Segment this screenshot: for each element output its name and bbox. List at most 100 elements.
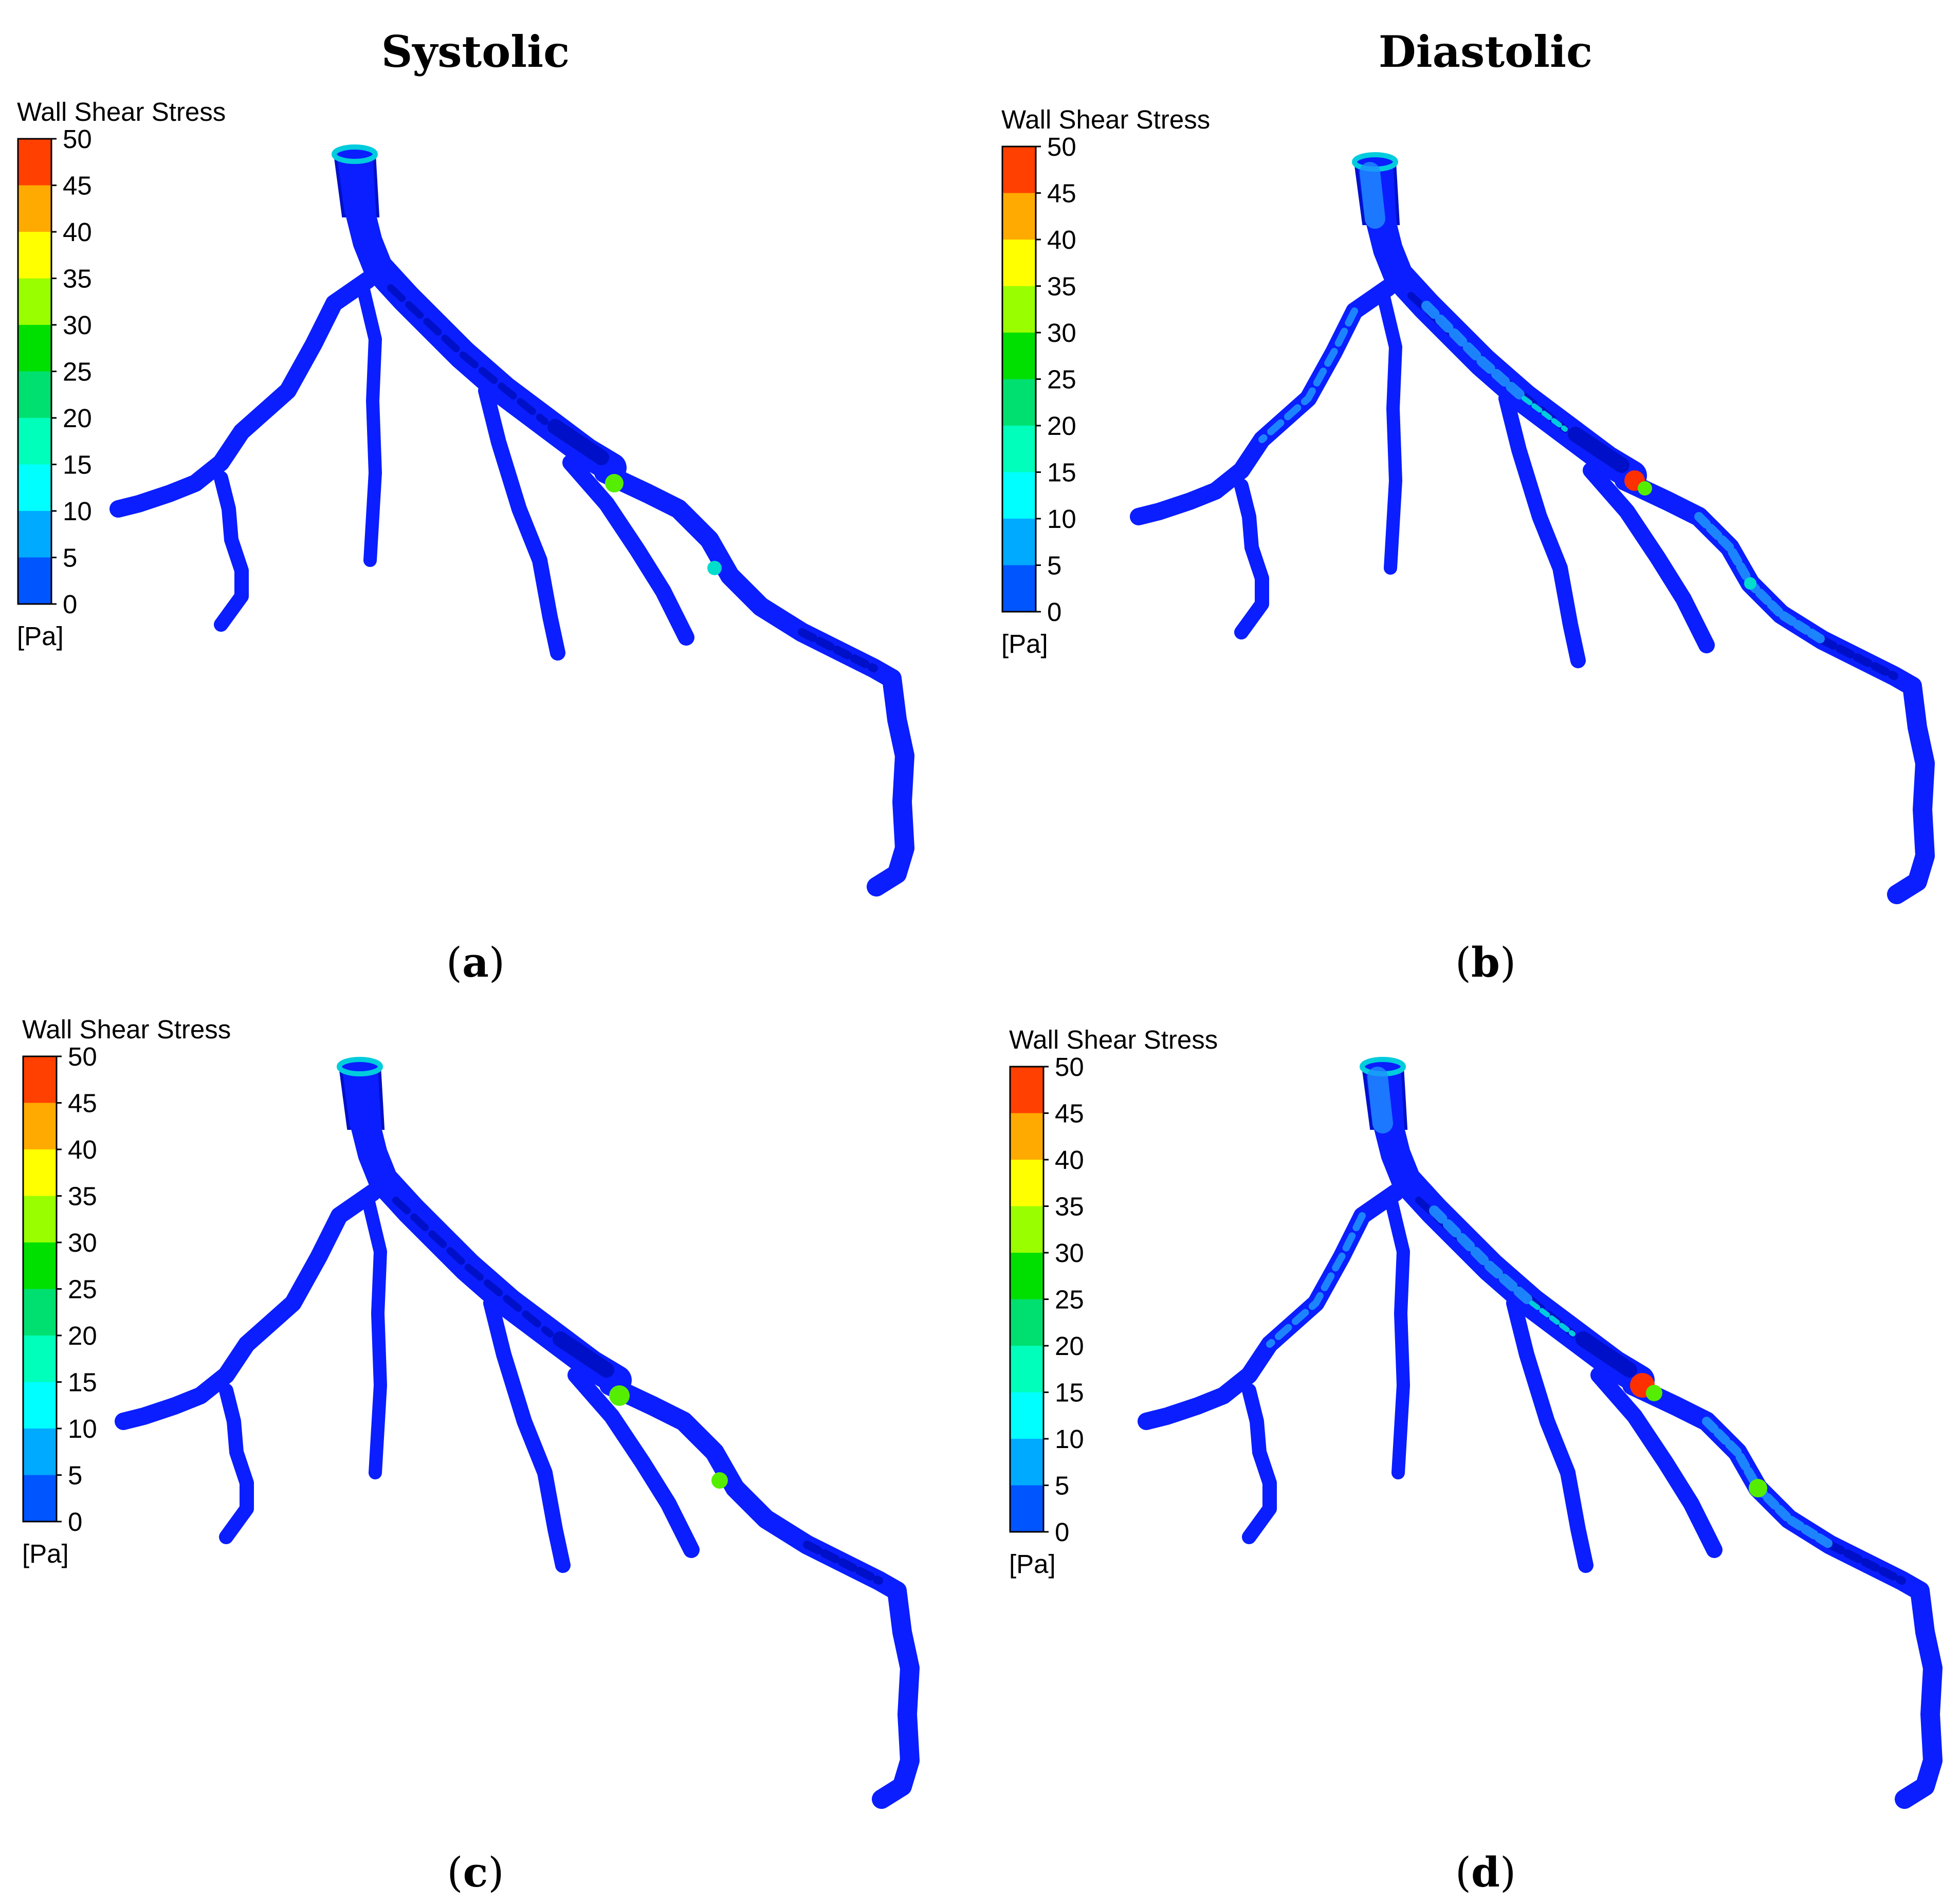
colorbar-tick-label: 50 (68, 1042, 97, 1071)
panel-d: Wall Shear Stress50454035302520151050[Pa… (1009, 1025, 1933, 1896)
colorbar-band (18, 371, 51, 418)
colorbar-band (18, 185, 51, 232)
colorbar-band (18, 278, 51, 325)
vessel-tree-c (123, 1059, 910, 1799)
colorbar-tick-label: 35 (63, 264, 92, 294)
colorbar-tick-label: 35 (1047, 272, 1076, 301)
colorbar-band (1010, 1113, 1043, 1160)
colorbar-band (1002, 426, 1036, 472)
colorbar-band (18, 557, 51, 605)
colorbar-tick-label: 10 (1055, 1424, 1084, 1454)
colorbar-band (1002, 240, 1036, 286)
colorbar-tick-label: 30 (63, 310, 92, 340)
panel-c: Wall Shear Stress50454035302520151050[Pa… (22, 1015, 910, 1896)
colorbar-band (18, 139, 51, 186)
colorbar-b: Wall Shear Stress50454035302520151050[Pa… (1001, 105, 1210, 658)
colorbar-tick-label: 40 (63, 217, 92, 247)
colorbar-tick-label: 5 (1055, 1471, 1069, 1500)
colorbar-band (1002, 472, 1036, 519)
colorbar-band (1010, 1299, 1043, 1346)
colorbar-band (23, 1429, 57, 1475)
colorbar-unit: [Pa] (1001, 629, 1048, 658)
wss-hotspot-b-2 (1744, 577, 1756, 590)
colorbar-title: Wall Shear Stress (17, 97, 226, 126)
colorbar-tick-label: 10 (63, 497, 92, 526)
wss-hotspot-a-1 (707, 561, 722, 575)
colorbar-tick-label: 20 (63, 404, 92, 433)
colorbar-band (23, 1242, 57, 1289)
colorbar-band (1002, 147, 1036, 193)
colorbar-band (1010, 1439, 1043, 1486)
colorbar-tick-label: 40 (1055, 1145, 1084, 1175)
colorbar-d: Wall Shear Stress50454035302520151050[Pa… (1009, 1025, 1218, 1579)
colorbar-band (23, 1056, 57, 1103)
colorbar-tick-label: 35 (1055, 1192, 1084, 1221)
colorbar-band (1002, 565, 1036, 612)
colorbar-tick-label: 5 (68, 1461, 82, 1490)
colorbar-band (23, 1475, 57, 1522)
wss-hotspot-c-1 (711, 1472, 728, 1489)
colorbar-tick-label: 20 (1047, 411, 1076, 441)
colorbar-band (1010, 1253, 1043, 1299)
colorbar-tick-label: 30 (1047, 318, 1076, 347)
colorbar-band (18, 232, 51, 279)
colorbar-tick-label: 15 (1047, 458, 1076, 487)
vessel-tree-a (118, 147, 905, 887)
colorbar-band (23, 1196, 57, 1243)
colorbar-title: Wall Shear Stress (1001, 105, 1210, 134)
vessel-tree-b (1139, 155, 1925, 894)
colorbar-tick-label: 15 (63, 450, 92, 480)
colorbar-tick-label: 45 (68, 1089, 97, 1118)
vessel-tree-d (1146, 1059, 1933, 1799)
colorbar-a: Wall Shear Stress50454035302520151050[Pa… (17, 97, 226, 651)
colorbar-band (18, 511, 51, 558)
colorbar-band (1010, 1485, 1043, 1532)
column-title-systolic: Systolic (381, 26, 570, 77)
colorbar-band (1010, 1067, 1043, 1113)
colorbar-tick-label: 50 (63, 124, 92, 154)
panels: Wall Shear Stress50454035302520151050[Pa… (17, 97, 1933, 1896)
colorbar-band (1002, 333, 1036, 379)
colorbar-tick-label: 5 (1047, 551, 1061, 580)
colorbar-title: Wall Shear Stress (22, 1015, 231, 1044)
colorbar-tick-label: 45 (1055, 1099, 1084, 1128)
colorbar-c: Wall Shear Stress50454035302520151050[Pa… (22, 1015, 231, 1568)
colorbar-band (23, 1289, 57, 1336)
panel-label-c: (c) (447, 1848, 504, 1896)
colorbar-tick-label: 25 (68, 1275, 97, 1304)
colorbar-title: Wall Shear Stress (1009, 1025, 1218, 1054)
colorbar-tick-label: 35 (68, 1182, 97, 1211)
colorbar-band (23, 1103, 57, 1150)
colorbar-band (18, 418, 51, 465)
column-title-diastolic: Diastolic (1379, 26, 1592, 77)
colorbar-tick-label: 25 (1055, 1285, 1084, 1314)
colorbar-tick-label: 15 (68, 1368, 97, 1397)
colorbar-tick-label: 5 (63, 543, 77, 573)
panel-label-b: (b) (1455, 938, 1516, 986)
wss-hotspot-a-0 (605, 474, 624, 492)
colorbar-unit: [Pa] (22, 1539, 69, 1568)
panel-b: Wall Shear Stress50454035302520151050[Pa… (1001, 105, 1925, 986)
wss-hotspot-d-1 (1646, 1385, 1662, 1401)
colorbar-band (1002, 379, 1036, 426)
wss-hotspot-c-0 (609, 1385, 630, 1406)
wss-hotspot-b-1 (1638, 481, 1652, 496)
colorbar-tick-label: 0 (63, 590, 77, 619)
colorbar-band (1002, 286, 1036, 333)
colorbar-tick-label: 40 (68, 1135, 97, 1164)
colorbar-band (1010, 1392, 1043, 1439)
colorbar-tick-label: 25 (1047, 365, 1076, 394)
wss-hotspot-d-2 (1749, 1479, 1767, 1497)
colorbar-tick-label: 0 (68, 1507, 82, 1536)
colorbar-tick-label: 25 (63, 357, 92, 387)
colorbar-band (18, 325, 51, 372)
colorbar-band (23, 1149, 57, 1196)
colorbar-tick-label: 40 (1047, 225, 1076, 254)
colorbar-band (23, 1382, 57, 1429)
panel-a: Wall Shear Stress50454035302520151050[Pa… (17, 97, 905, 986)
colorbar-band (23, 1335, 57, 1382)
colorbar-band (1010, 1206, 1043, 1253)
colorbar-tick-label: 30 (1055, 1238, 1084, 1268)
colorbar-tick-label: 20 (1055, 1331, 1084, 1361)
